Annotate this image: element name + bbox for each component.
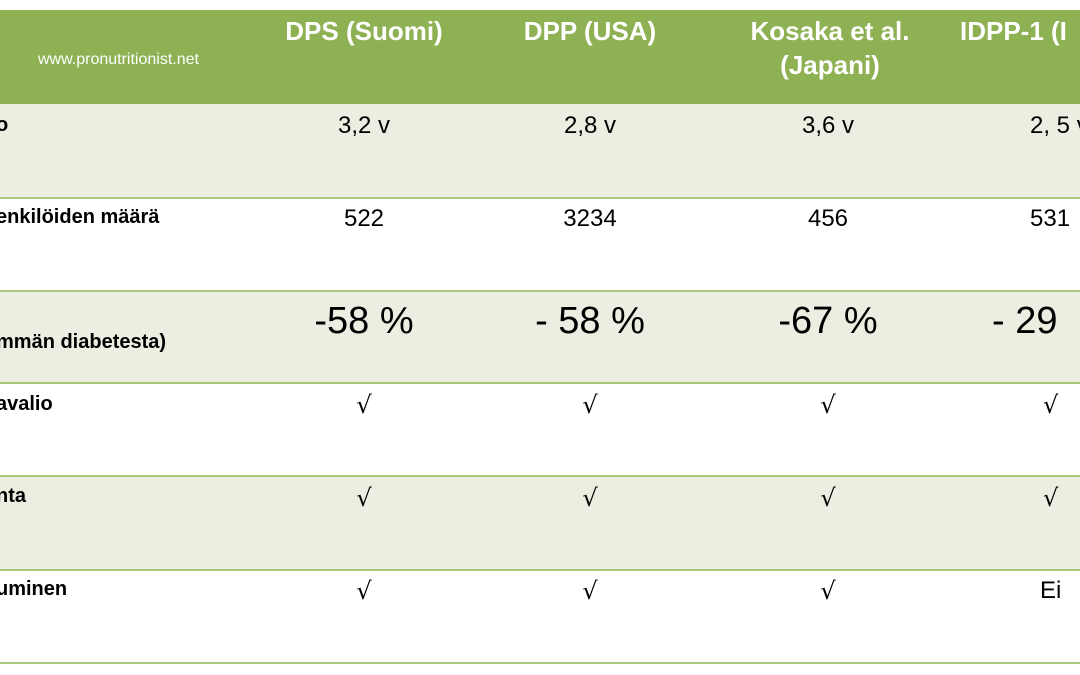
table-cell: -58 %: [314, 300, 414, 342]
column-header-dps: DPS (Suomi): [272, 14, 456, 48]
table-cell: 3,6 v: [801, 112, 855, 139]
table-cell: 522: [343, 205, 385, 232]
column-header-line1: DPS (Suomi): [285, 16, 443, 46]
check-mark: √: [820, 577, 836, 605]
check-mark: √: [582, 391, 598, 419]
row-divider: [0, 382, 1080, 384]
table-cell: 3,2 v: [337, 112, 391, 139]
row-divider: [0, 197, 1080, 199]
row-background: [0, 104, 1080, 198]
watermark-text: www.pronutritionist.net: [38, 51, 199, 68]
row-divider: [0, 290, 1080, 292]
row-label: nta: [0, 485, 26, 507]
column-header-idpp: IDPP-1 (I: [960, 14, 1080, 48]
table-cell: Ei: [1040, 577, 1062, 604]
table-cell: 2, 5 v: [1030, 112, 1080, 139]
column-header-line1: Kosaka et al.: [750, 16, 910, 46]
column-header-line1: IDPP-1 (I: [960, 16, 1067, 46]
table-cell: 531: [1030, 205, 1071, 232]
table-header: [0, 10, 1080, 104]
check-mark: √: [356, 577, 372, 605]
row-background: [0, 476, 1080, 570]
check-mark: √: [1043, 391, 1059, 419]
row-label: o: [0, 114, 9, 136]
row-divider: [0, 475, 1080, 477]
check-mark: √: [820, 484, 836, 512]
row-divider: [0, 662, 1080, 664]
check-mark: √: [820, 391, 836, 419]
row-label: enkilöiden määrä: [0, 206, 160, 228]
column-header-dpp: DPP (USA): [510, 14, 670, 48]
table-cell: -67 %: [778, 300, 878, 342]
row-label: mmän diabetesta): [0, 331, 167, 353]
row-label: uminen: [0, 578, 68, 600]
check-mark: √: [582, 484, 598, 512]
column-header-line1: DPP (USA): [523, 16, 657, 46]
check-mark: √: [1043, 484, 1059, 512]
table-cell: 456: [807, 205, 849, 232]
row-divider: [0, 569, 1080, 571]
check-mark: √: [356, 484, 372, 512]
table-cell: - 29: [992, 300, 1058, 342]
table-cell: 3234: [563, 205, 617, 232]
check-mark: √: [582, 577, 598, 605]
column-header-kosaka: Kosaka et al. (Japani): [725, 14, 935, 82]
table-cell: - 58 %: [535, 300, 645, 342]
check-mark: √: [356, 391, 372, 419]
column-header-line2: (Japani): [780, 50, 880, 80]
row-label: avalio: [0, 393, 53, 415]
table-cell: 2,8 v: [563, 112, 617, 139]
row-background: [0, 291, 1080, 383]
